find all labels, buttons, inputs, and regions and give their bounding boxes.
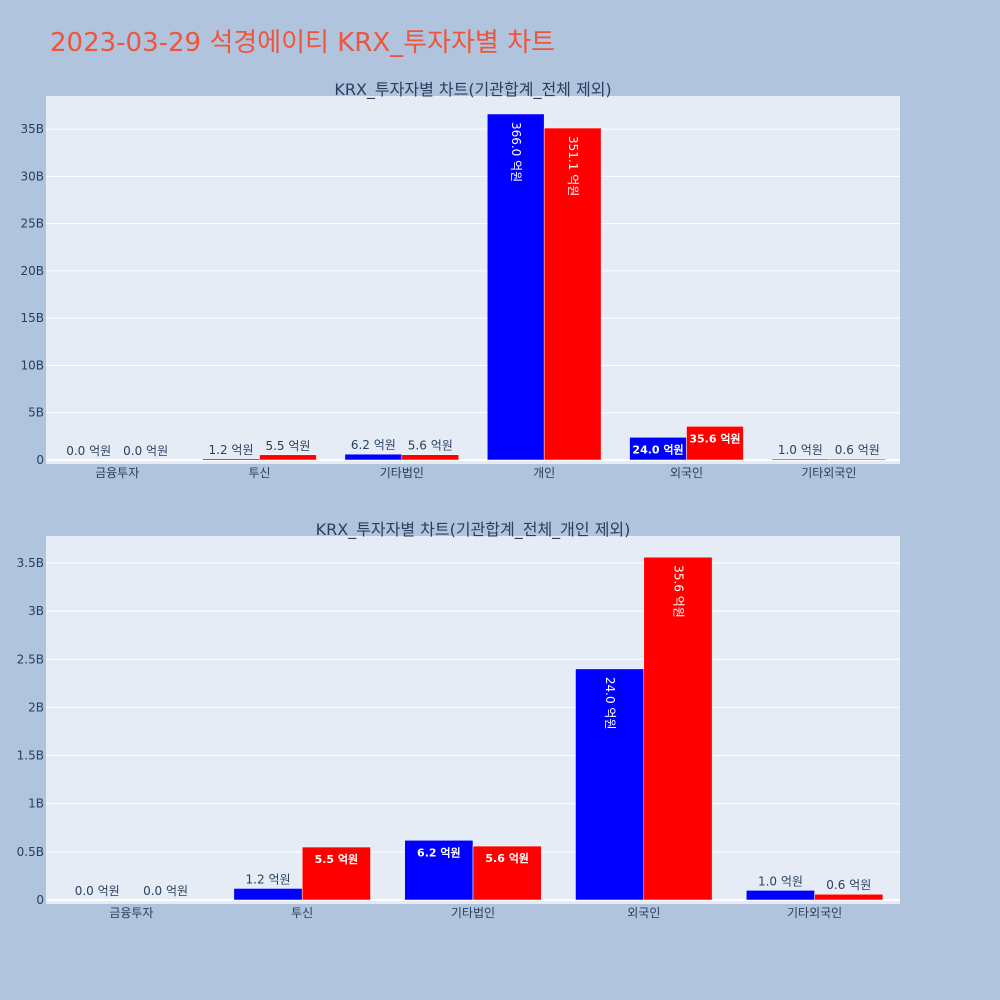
- bar-data-label: 6.2 억원: [351, 438, 396, 452]
- bar-s1-6[interactable]: [771, 458, 830, 461]
- y-tick-label: 35B: [20, 122, 44, 136]
- bar-data-label: 35.6 억원: [671, 565, 685, 618]
- chart-title: KRX_투자자별 차트(기관합계_전체_개인 제외): [316, 520, 631, 540]
- bar-s2-3[interactable]: [472, 845, 542, 901]
- bar-data-label: 5.5 억원: [315, 852, 359, 866]
- bar-s2-4[interactable]: [543, 127, 602, 461]
- bar-s2-2[interactable]: [259, 454, 317, 461]
- bar-data-label: 0.6 억원: [826, 878, 871, 892]
- x-tick-label: 기타법인: [380, 466, 424, 480]
- x-tick-label: 투신: [248, 466, 270, 480]
- x-tick-label: 금융투자: [95, 466, 139, 480]
- bar-data-label: 24.0 억원: [632, 442, 683, 456]
- chart-2: 0 0.5B 1B 1.5B 2B 2.5B 3B 3.5B KRX_투자자별 차트(기관합계_…: [17, 520, 900, 920]
- bar-data-label: 351.1 억원: [566, 136, 580, 196]
- y-tick-label: 2.5B: [17, 652, 44, 666]
- bar-data-label: 366.0 억원: [509, 122, 523, 182]
- y-tick-label: 1B: [28, 797, 44, 811]
- bar-data-label: 0.0 억원: [66, 444, 111, 458]
- bar-s2-5[interactable]: [686, 426, 744, 461]
- bar-data-label: 5.5 억원: [265, 439, 310, 453]
- y-tick-label: 0: [36, 893, 44, 907]
- y-tick-label: 30B: [20, 169, 44, 183]
- bar-data-label: 1.0 억원: [758, 874, 803, 888]
- x-tick-label: 금융투자: [109, 906, 153, 920]
- y-tick-label: 0: [36, 453, 44, 467]
- y-tick-label: 5B: [28, 406, 44, 420]
- bar-data-label: 35.6 억원: [689, 431, 740, 445]
- y-tick-label: 1.5B: [17, 749, 44, 763]
- y-tick-label: 20B: [20, 264, 44, 278]
- bar-data-label: 1.2 억원: [246, 872, 291, 886]
- y-tick-label: 15B: [20, 311, 44, 325]
- bar-data-label: 5.6 억원: [485, 851, 529, 865]
- y-tick-label: 3B: [28, 604, 44, 618]
- bar-data-label: 0.0 억원: [143, 884, 188, 898]
- bar-s1-4[interactable]: [575, 668, 645, 901]
- bar-data-label: 6.2 억원: [417, 845, 461, 859]
- bar-data-label: 5.6 억원: [408, 439, 453, 453]
- bar-data-label: 1.2 억원: [209, 443, 254, 457]
- y-tick-label: 10B: [20, 358, 44, 372]
- bar-s2-5[interactable]: [814, 893, 884, 901]
- bar-s1-2[interactable]: [233, 888, 303, 901]
- bar-s1-5[interactable]: [746, 890, 815, 901]
- page-title: 2023-03-29 석경에이티 KRX_투자자별 차트: [50, 28, 555, 58]
- bar-data-label: 1.0 억원: [778, 443, 823, 457]
- bar-s1-2[interactable]: [202, 458, 260, 461]
- bar-s1-3[interactable]: [344, 453, 403, 461]
- plot-area: [46, 96, 900, 464]
- x-tick-label: 기타외국인: [801, 466, 856, 480]
- chart-1: 0 5B 10B 15B 20B 25B 30B 35B KRX_투자자별 차트(기관합계_전체…: [20, 80, 900, 480]
- chart-title: KRX_투자자별 차트(기관합계_전체 제외): [334, 80, 611, 100]
- bar-s2-3[interactable]: [401, 454, 460, 461]
- y-tick-label: 3.5B: [17, 556, 44, 570]
- bar-s1-3[interactable]: [404, 840, 474, 901]
- bar-s2-4[interactable]: [643, 556, 713, 901]
- y-tick-label: 25B: [20, 217, 44, 231]
- y-tick-label: 0.5B: [17, 845, 44, 859]
- x-tick-label: 기타법인: [451, 906, 495, 920]
- x-tick-label: 외국인: [670, 466, 703, 480]
- x-tick-label: 투신: [291, 906, 313, 920]
- bar-s2-6[interactable]: [828, 458, 887, 461]
- x-tick-label: 외국인: [627, 906, 660, 920]
- bar-data-label: 24.0 억원: [603, 677, 617, 730]
- bar-s1-4[interactable]: [486, 113, 545, 461]
- bar-data-label: 0.0 억원: [123, 444, 168, 458]
- bar-data-label: 0.6 억원: [835, 443, 880, 457]
- x-tick-label: 기타외국인: [787, 906, 842, 920]
- bar-data-label: 0.0 억원: [75, 884, 120, 898]
- y-tick-label: 2B: [28, 700, 44, 714]
- x-tick-label: 개인: [533, 466, 555, 480]
- bar-s2-2[interactable]: [301, 846, 371, 901]
